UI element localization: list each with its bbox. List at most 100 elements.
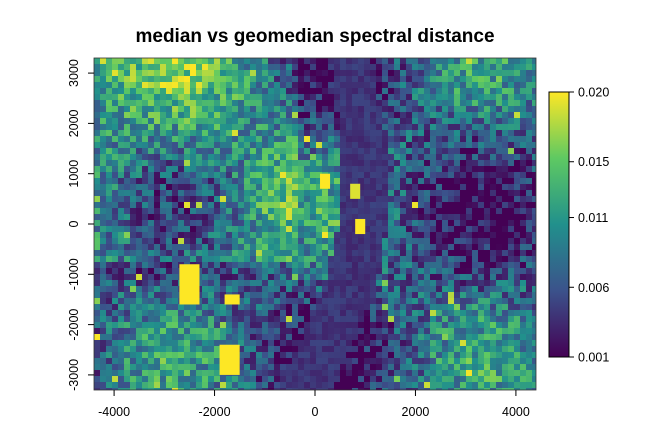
raster-cell: [340, 64, 346, 70]
raster-cell: [322, 208, 328, 214]
raster-cell: [268, 328, 274, 334]
raster-cell: [316, 196, 322, 202]
raster-cell: [268, 112, 274, 118]
raster-cell: [304, 214, 310, 220]
raster-cell: [160, 190, 166, 196]
raster-cell: [496, 256, 502, 262]
raster-cell: [166, 310, 172, 316]
raster-cell: [94, 316, 100, 322]
raster-cell: [460, 154, 466, 160]
raster-cell: [490, 304, 496, 310]
raster-cell: [112, 82, 118, 88]
raster-cell: [178, 220, 184, 226]
raster-cell: [448, 262, 454, 268]
raster-cell: [532, 142, 536, 148]
raster-cell: [508, 382, 514, 388]
raster-cell: [496, 82, 502, 88]
raster-cell: [520, 364, 526, 370]
raster-cell: [454, 298, 460, 304]
raster-cell: [328, 238, 334, 244]
raster-cell: [322, 388, 328, 390]
raster-cell: [340, 244, 346, 250]
raster-cell: [280, 322, 286, 328]
raster-cell: [520, 310, 526, 316]
raster-cell: [454, 352, 460, 358]
raster-cell: [460, 100, 466, 106]
raster-cell: [376, 244, 382, 250]
raster-cell: [106, 298, 112, 304]
raster-cell: [118, 88, 124, 94]
raster-cell: [268, 376, 274, 382]
raster-cell: [154, 298, 160, 304]
high-value-patch: [355, 218, 366, 235]
raster-cell: [292, 322, 298, 328]
raster-cell: [160, 220, 166, 226]
raster-cell: [208, 172, 214, 178]
raster-cell: [118, 190, 124, 196]
raster-cell: [106, 208, 112, 214]
raster-cell: [304, 364, 310, 370]
raster-cell: [118, 82, 124, 88]
raster-cell: [352, 376, 358, 382]
raster-cell: [352, 208, 358, 214]
raster-cell: [112, 238, 118, 244]
raster-cell: [280, 304, 286, 310]
raster-cell: [442, 178, 448, 184]
raster-cell: [124, 214, 130, 220]
raster-cell: [142, 334, 148, 340]
raster-cell: [412, 382, 418, 388]
raster-cell: [340, 358, 346, 364]
raster-cell: [244, 160, 250, 166]
raster-cell: [238, 352, 244, 358]
raster-cell: [280, 364, 286, 370]
raster-cell: [226, 232, 232, 238]
raster-cell: [352, 340, 358, 346]
raster-cell: [346, 268, 352, 274]
raster-cell: [484, 382, 490, 388]
raster-cell: [286, 298, 292, 304]
raster-cell: [256, 364, 262, 370]
raster-cell: [196, 178, 202, 184]
raster-cell: [478, 346, 484, 352]
raster-cell: [196, 370, 202, 376]
raster-cell: [322, 130, 328, 136]
raster-cell: [472, 142, 478, 148]
raster-cell: [250, 118, 256, 124]
raster-cell: [406, 232, 412, 238]
raster-cell: [346, 142, 352, 148]
raster-cell: [352, 262, 358, 268]
raster-cell: [136, 148, 142, 154]
raster-cell: [166, 316, 172, 322]
raster-cell: [268, 82, 274, 88]
raster-cell: [244, 364, 250, 370]
raster-cell: [340, 184, 346, 190]
raster-cell: [208, 64, 214, 70]
raster-cell: [142, 280, 148, 286]
raster-cell: [124, 334, 130, 340]
raster-cell: [352, 316, 358, 322]
raster-cell: [382, 190, 388, 196]
raster-cell: [172, 382, 178, 388]
raster-cell: [280, 76, 286, 82]
raster-cell: [274, 220, 280, 226]
raster-cell: [322, 106, 328, 112]
raster-cell: [490, 100, 496, 106]
raster-cell: [232, 226, 238, 232]
raster-cell: [268, 58, 274, 64]
raster-cell: [400, 286, 406, 292]
raster-cell: [394, 286, 400, 292]
raster-cell: [202, 310, 208, 316]
raster-cell: [442, 160, 448, 166]
raster-cell: [160, 106, 166, 112]
raster-cell: [352, 118, 358, 124]
raster-cell: [316, 328, 322, 334]
raster-cell: [514, 304, 520, 310]
raster-cell: [298, 130, 304, 136]
raster-cell: [190, 154, 196, 160]
raster-cell: [388, 64, 394, 70]
raster-cell: [112, 304, 118, 310]
raster-cell: [148, 340, 154, 346]
raster-cell: [484, 154, 490, 160]
raster-cell: [358, 76, 364, 82]
raster-cell: [232, 94, 238, 100]
